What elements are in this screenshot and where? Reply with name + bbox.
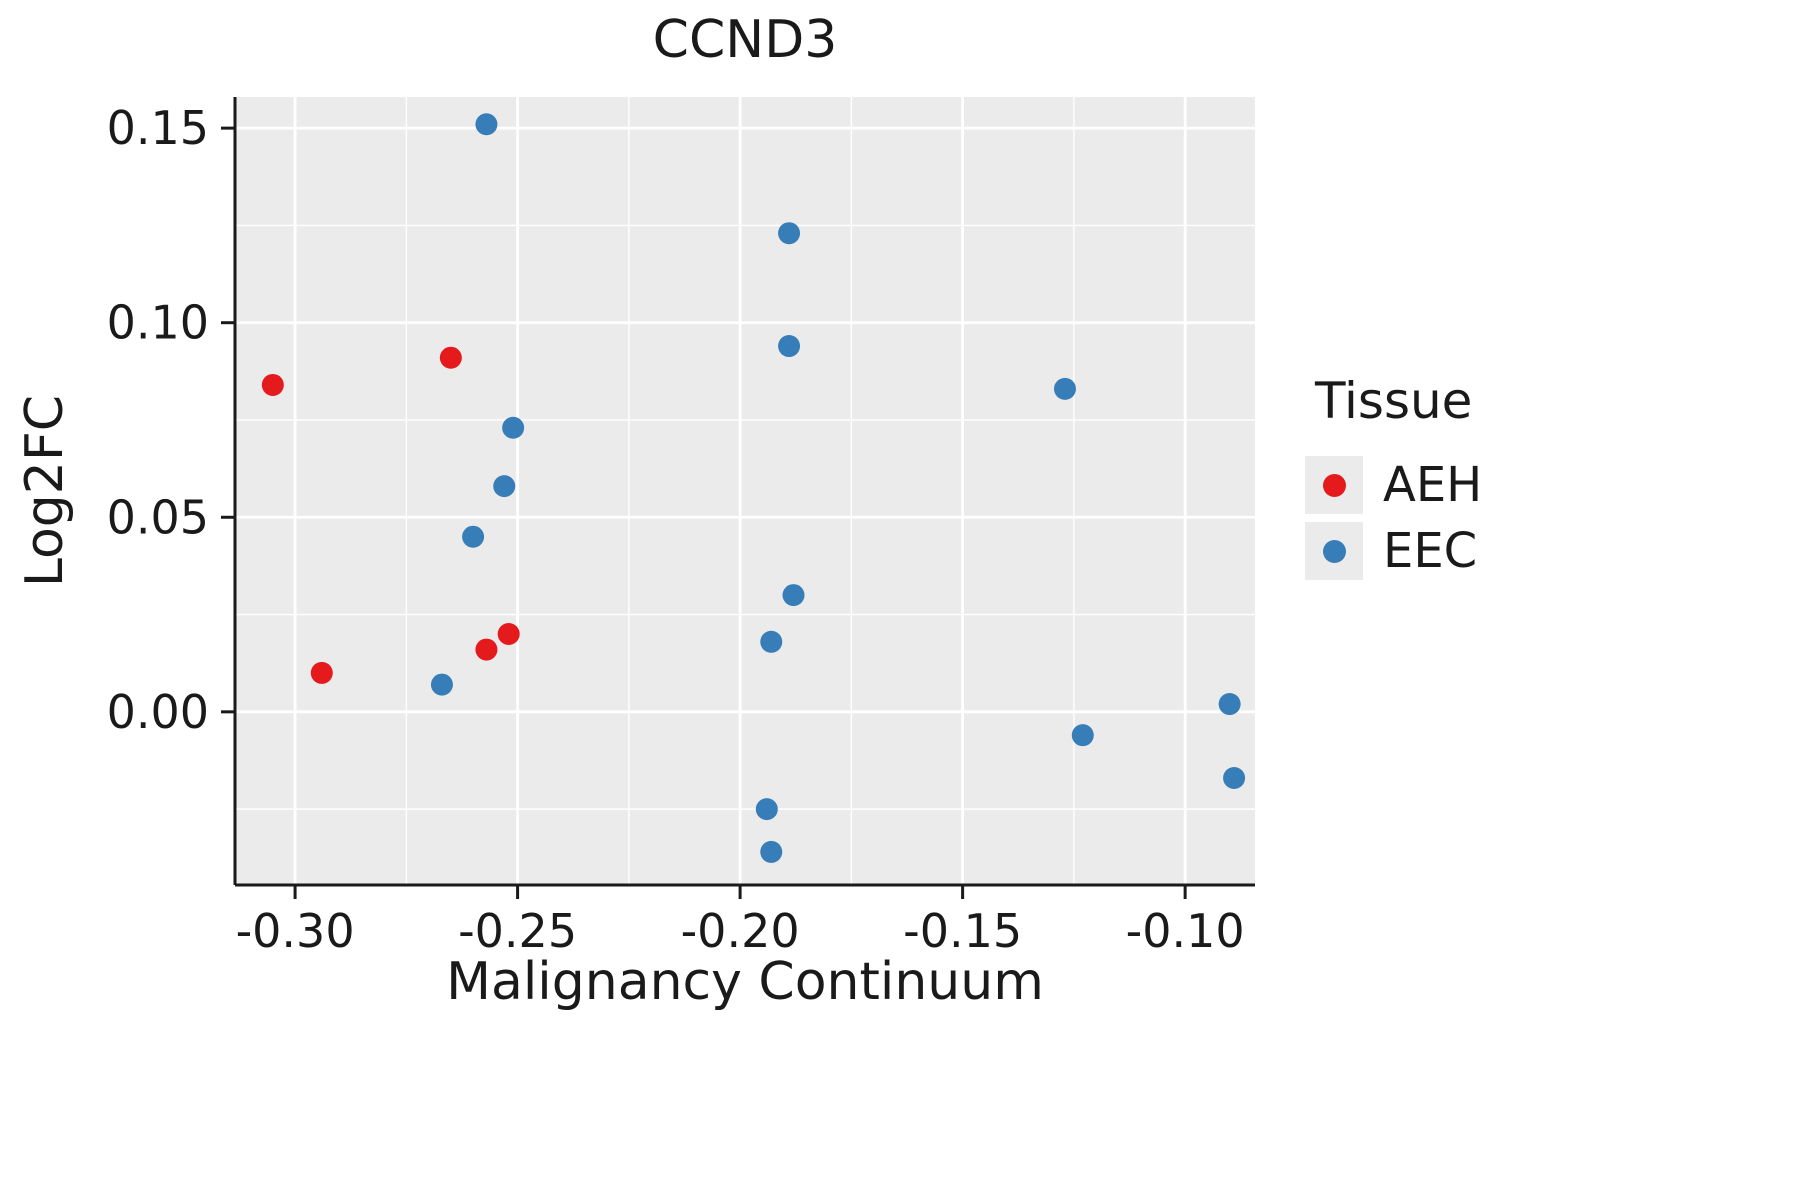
x-tick-label: -0.10 xyxy=(1126,904,1245,958)
data-point-eec xyxy=(475,113,498,136)
chart-title: CCND3 xyxy=(652,10,838,70)
legend-key-eec xyxy=(1305,522,1363,580)
x-tick-label: -0.30 xyxy=(236,904,355,958)
data-point-eec xyxy=(782,584,805,607)
data-point-eec xyxy=(502,416,525,439)
data-point-eec xyxy=(778,222,801,245)
data-point-eec xyxy=(755,798,778,821)
data-point-aeh xyxy=(475,638,498,661)
data-point-eec xyxy=(760,630,783,653)
x-axis-label: Malignancy Continuum xyxy=(446,952,1044,1012)
data-point-eec xyxy=(1218,693,1241,716)
data-point-eec xyxy=(462,525,485,548)
legend-title: Tissue xyxy=(1315,372,1473,430)
data-point-aeh xyxy=(497,623,520,646)
data-point-eec xyxy=(760,840,783,863)
x-tick-label: -0.15 xyxy=(903,904,1022,958)
legend-key-aeh xyxy=(1305,456,1363,514)
y-tick-label: 0.00 xyxy=(107,685,209,739)
legend-item-eec: EEC xyxy=(1305,522,1482,580)
data-point-eec xyxy=(1223,766,1246,789)
x-tick-label: -0.20 xyxy=(681,904,800,958)
aeh-point-icon xyxy=(1322,473,1346,497)
legend-item-aeh: AEH xyxy=(1305,456,1482,514)
data-point-aeh xyxy=(261,373,284,396)
y-axis-label: Log2FC xyxy=(15,394,75,588)
legend-item-label-aeh: AEH xyxy=(1383,457,1483,513)
data-point-aeh xyxy=(439,346,462,369)
data-point-eec xyxy=(1053,377,1076,400)
data-point-eec xyxy=(430,673,453,696)
data-point-eec xyxy=(1071,724,1094,747)
y-tick-label: 0.15 xyxy=(107,101,209,155)
data-point-aeh xyxy=(310,661,333,684)
panel-background xyxy=(235,97,1255,885)
data-point-eec xyxy=(493,475,516,498)
data-point-eec xyxy=(778,335,801,358)
y-tick-label: 0.05 xyxy=(107,490,209,544)
legend-item-label-eec: EEC xyxy=(1383,523,1478,579)
y-tick-label: 0.10 xyxy=(107,296,209,350)
x-tick-label: -0.25 xyxy=(458,904,577,958)
eec-point-icon xyxy=(1322,539,1346,563)
legend: Tissue AEH EEC xyxy=(1305,372,1482,588)
